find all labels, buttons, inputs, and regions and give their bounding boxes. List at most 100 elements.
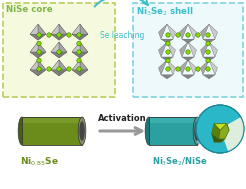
- Polygon shape: [38, 60, 46, 76]
- Circle shape: [37, 41, 41, 46]
- Polygon shape: [180, 60, 188, 75]
- Polygon shape: [72, 42, 88, 52]
- Polygon shape: [51, 42, 67, 52]
- Text: Ni$_3$Se$_2$/NiSe: Ni$_3$Se$_2$/NiSe: [152, 155, 208, 167]
- Circle shape: [77, 41, 81, 46]
- Circle shape: [186, 67, 190, 71]
- Polygon shape: [161, 57, 173, 61]
- Polygon shape: [188, 60, 197, 75]
- Polygon shape: [30, 70, 46, 76]
- Polygon shape: [200, 42, 209, 57]
- Circle shape: [77, 67, 81, 71]
- Polygon shape: [158, 24, 167, 39]
- Circle shape: [77, 58, 81, 63]
- Polygon shape: [51, 52, 67, 58]
- Polygon shape: [72, 24, 88, 34]
- Polygon shape: [203, 57, 215, 61]
- Polygon shape: [188, 24, 197, 39]
- Polygon shape: [72, 42, 80, 58]
- Circle shape: [166, 67, 170, 71]
- Circle shape: [67, 67, 71, 71]
- Circle shape: [37, 50, 41, 54]
- Ellipse shape: [78, 117, 86, 145]
- Polygon shape: [188, 42, 197, 57]
- Polygon shape: [203, 75, 215, 79]
- Polygon shape: [30, 24, 46, 34]
- Circle shape: [37, 58, 41, 63]
- Circle shape: [206, 67, 210, 71]
- Polygon shape: [209, 60, 217, 75]
- Polygon shape: [220, 117, 244, 152]
- Ellipse shape: [18, 117, 26, 145]
- Circle shape: [77, 50, 81, 54]
- Ellipse shape: [193, 117, 201, 145]
- Polygon shape: [30, 24, 38, 40]
- Polygon shape: [161, 75, 173, 79]
- Circle shape: [47, 67, 51, 71]
- Polygon shape: [212, 134, 225, 142]
- Polygon shape: [80, 42, 88, 58]
- Circle shape: [67, 33, 71, 37]
- Polygon shape: [30, 34, 46, 40]
- Polygon shape: [51, 60, 59, 76]
- Polygon shape: [209, 42, 217, 57]
- Polygon shape: [72, 60, 80, 76]
- Circle shape: [57, 33, 61, 37]
- Circle shape: [196, 67, 200, 71]
- Polygon shape: [30, 60, 46, 70]
- Text: Ni$_3$Se$_2$ shell: Ni$_3$Se$_2$ shell: [136, 5, 194, 18]
- Polygon shape: [72, 60, 88, 70]
- Polygon shape: [59, 60, 67, 76]
- Polygon shape: [167, 24, 175, 39]
- Circle shape: [37, 33, 41, 37]
- Polygon shape: [59, 24, 67, 40]
- Circle shape: [166, 33, 170, 37]
- Polygon shape: [72, 34, 88, 40]
- Text: Activation: Activation: [98, 114, 146, 123]
- Text: Se leaching: Se leaching: [100, 31, 144, 40]
- Circle shape: [206, 58, 210, 63]
- Polygon shape: [161, 39, 173, 43]
- Polygon shape: [51, 34, 67, 40]
- Polygon shape: [72, 70, 88, 76]
- Polygon shape: [38, 24, 46, 40]
- Circle shape: [166, 41, 170, 46]
- Polygon shape: [80, 24, 88, 40]
- Circle shape: [37, 67, 41, 71]
- Polygon shape: [51, 24, 67, 34]
- Circle shape: [57, 67, 61, 71]
- Text: Ni$_{0.85}$Se: Ni$_{0.85}$Se: [20, 155, 59, 167]
- Polygon shape: [30, 60, 38, 76]
- Polygon shape: [22, 117, 82, 123]
- Polygon shape: [72, 24, 80, 40]
- Circle shape: [176, 67, 180, 71]
- Polygon shape: [51, 70, 67, 76]
- FancyBboxPatch shape: [133, 3, 243, 97]
- Text: NiSe core: NiSe core: [6, 5, 53, 14]
- Circle shape: [196, 105, 244, 153]
- Ellipse shape: [194, 121, 200, 141]
- Polygon shape: [158, 42, 167, 57]
- Circle shape: [176, 33, 180, 37]
- Polygon shape: [38, 42, 46, 58]
- Polygon shape: [167, 42, 175, 57]
- Circle shape: [206, 50, 210, 54]
- Circle shape: [47, 33, 51, 37]
- Circle shape: [166, 50, 170, 54]
- Circle shape: [57, 50, 61, 54]
- Polygon shape: [182, 57, 194, 61]
- Polygon shape: [149, 117, 197, 145]
- Polygon shape: [212, 124, 220, 139]
- Polygon shape: [30, 42, 38, 58]
- Polygon shape: [180, 24, 188, 39]
- Polygon shape: [203, 39, 215, 43]
- FancyBboxPatch shape: [3, 3, 115, 97]
- Polygon shape: [51, 60, 67, 70]
- Polygon shape: [180, 42, 188, 57]
- Polygon shape: [30, 42, 46, 52]
- Polygon shape: [30, 52, 46, 58]
- Polygon shape: [200, 24, 209, 39]
- Circle shape: [206, 41, 210, 46]
- Circle shape: [186, 50, 190, 54]
- Polygon shape: [22, 117, 82, 145]
